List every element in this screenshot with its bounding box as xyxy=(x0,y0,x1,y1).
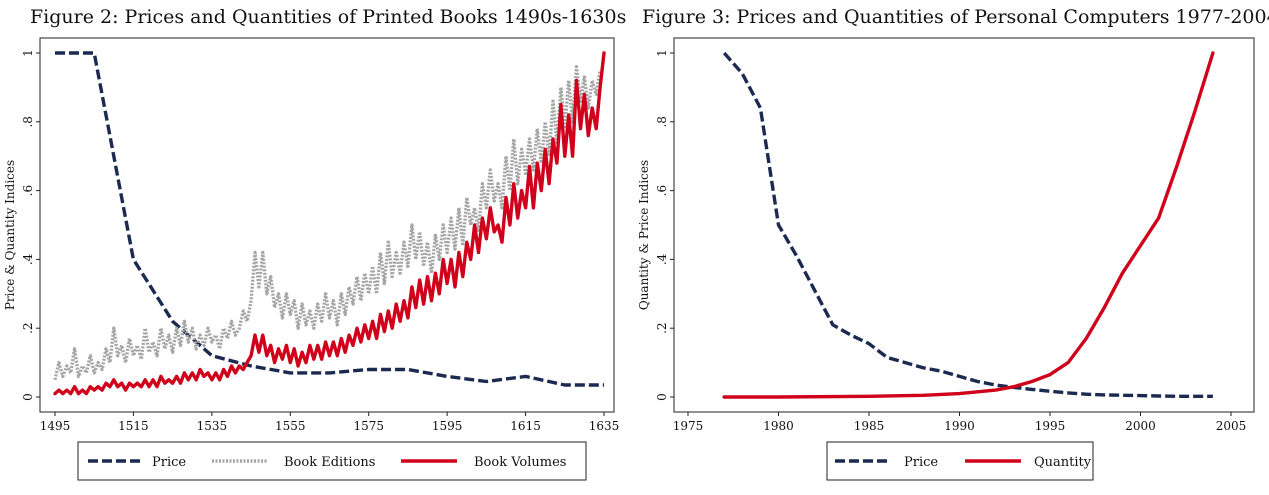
legend-label: Quantity xyxy=(1034,455,1092,470)
x-tick-label: 1615 xyxy=(510,419,541,433)
y-tick-label: .4 xyxy=(21,253,35,265)
x-tick-label: 1535 xyxy=(197,419,228,433)
y-tick-label: .8 xyxy=(21,116,35,127)
y-axis-label: Quantity & Price Indices xyxy=(637,160,651,310)
y-tick-label: 1 xyxy=(21,49,35,57)
series-line-price xyxy=(55,51,604,387)
figure-2-panel: Figure 2: Prices and Quantities of Print… xyxy=(0,0,627,495)
series-line-book-volumes xyxy=(53,51,606,396)
y-tick-label: 0 xyxy=(21,393,35,401)
x-tick-label: 2005 xyxy=(1216,419,1247,433)
y-tick-label: 1 xyxy=(655,49,669,57)
x-tick-label: 1975 xyxy=(673,419,704,433)
x-tick-label: 1555 xyxy=(275,419,306,433)
x-tick-label: 1980 xyxy=(763,419,794,433)
x-tick-label: 2000 xyxy=(1125,419,1156,433)
x-tick-label: 1595 xyxy=(432,419,463,433)
y-tick-label: 0 xyxy=(655,393,669,401)
x-tick-label: 1985 xyxy=(854,419,885,433)
y-tick-label: .2 xyxy=(21,322,35,333)
legend-label: Book Volumes xyxy=(474,455,566,470)
series-line-quantity xyxy=(722,51,1215,399)
figure-2-chart: 0 .2 .4 .6 .8 1 Price & Quantity Indices 1495 15… xyxy=(3,37,620,481)
x-tick-label: 1515 xyxy=(118,419,149,433)
y-tick-label: .6 xyxy=(21,185,35,196)
x-tick-label: 1495 xyxy=(40,419,71,433)
legend-label: Price xyxy=(152,455,186,470)
x-tick-label: 1575 xyxy=(353,419,384,433)
figure-3-chart: 0 .2 .4 .6 .8 1 Quantity & Price Indices 1975 19… xyxy=(637,37,1255,481)
x-tick-label: 1635 xyxy=(589,419,620,433)
plot-frame xyxy=(673,37,1255,413)
y-tick-label: .6 xyxy=(655,185,669,196)
x-tick-label: 1990 xyxy=(944,419,975,433)
series-line-book-editions xyxy=(53,65,602,381)
y-tick-label: .2 xyxy=(655,322,669,333)
y-axis-label: Price & Quantity Indices xyxy=(3,160,17,310)
legend-label: Book Editions xyxy=(284,455,375,470)
figure-2-title: Figure 2: Prices and Quantities of Print… xyxy=(30,6,627,28)
legend-label: Price xyxy=(904,455,938,470)
series-line-price xyxy=(722,51,1213,398)
y-tick-label: .8 xyxy=(655,116,669,127)
y-tick-label: .4 xyxy=(655,253,669,265)
legend-box xyxy=(77,441,587,481)
figure-3-title: Figure 3: Prices and Quantities of Perso… xyxy=(642,6,1269,28)
figure-3-panel: Figure 3: Prices and Quantities of Perso… xyxy=(634,0,1269,495)
x-tick-label: 1995 xyxy=(1035,419,1066,433)
